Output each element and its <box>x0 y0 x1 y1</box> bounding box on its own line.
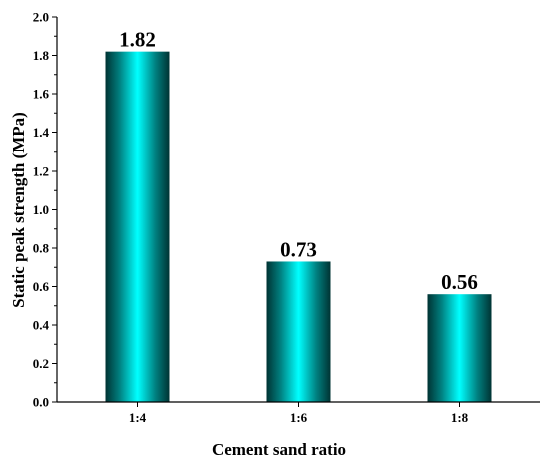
y-tick-label-3: 0.6 <box>33 279 50 294</box>
bar-2 <box>266 261 331 402</box>
y-axis-title: Static peak strength (MPa) <box>9 112 28 308</box>
bar-1 <box>105 51 170 403</box>
y-tick-label-0: 0.0 <box>33 395 49 410</box>
y-tick-label-1: 0.2 <box>33 356 49 371</box>
y-tick-label-7: 1.4 <box>33 125 50 140</box>
y-tick-label-2: 0.4 <box>33 318 50 333</box>
x-tick-label-3: 1:8 <box>451 410 469 425</box>
data-label-3: 0.56 <box>441 270 478 294</box>
bar-3 <box>427 294 492 402</box>
y-tick-label-8: 1.6 <box>33 87 50 102</box>
x-tick-label-2: 1:6 <box>290 410 308 425</box>
y-tick-label-9: 1.8 <box>33 48 50 63</box>
x-axis-title: Cement sand ratio <box>212 440 346 459</box>
y-tick-label-4: 0.8 <box>33 241 50 256</box>
data-label-1: 1.82 <box>119 28 156 52</box>
data-label-2: 0.73 <box>280 237 317 261</box>
y-tick-label-5: 1.0 <box>33 202 49 217</box>
y-tick-label-6: 1.2 <box>33 164 49 179</box>
y-tick-label-10: 2.0 <box>33 10 49 25</box>
x-tick-label-1: 1:4 <box>129 410 147 425</box>
